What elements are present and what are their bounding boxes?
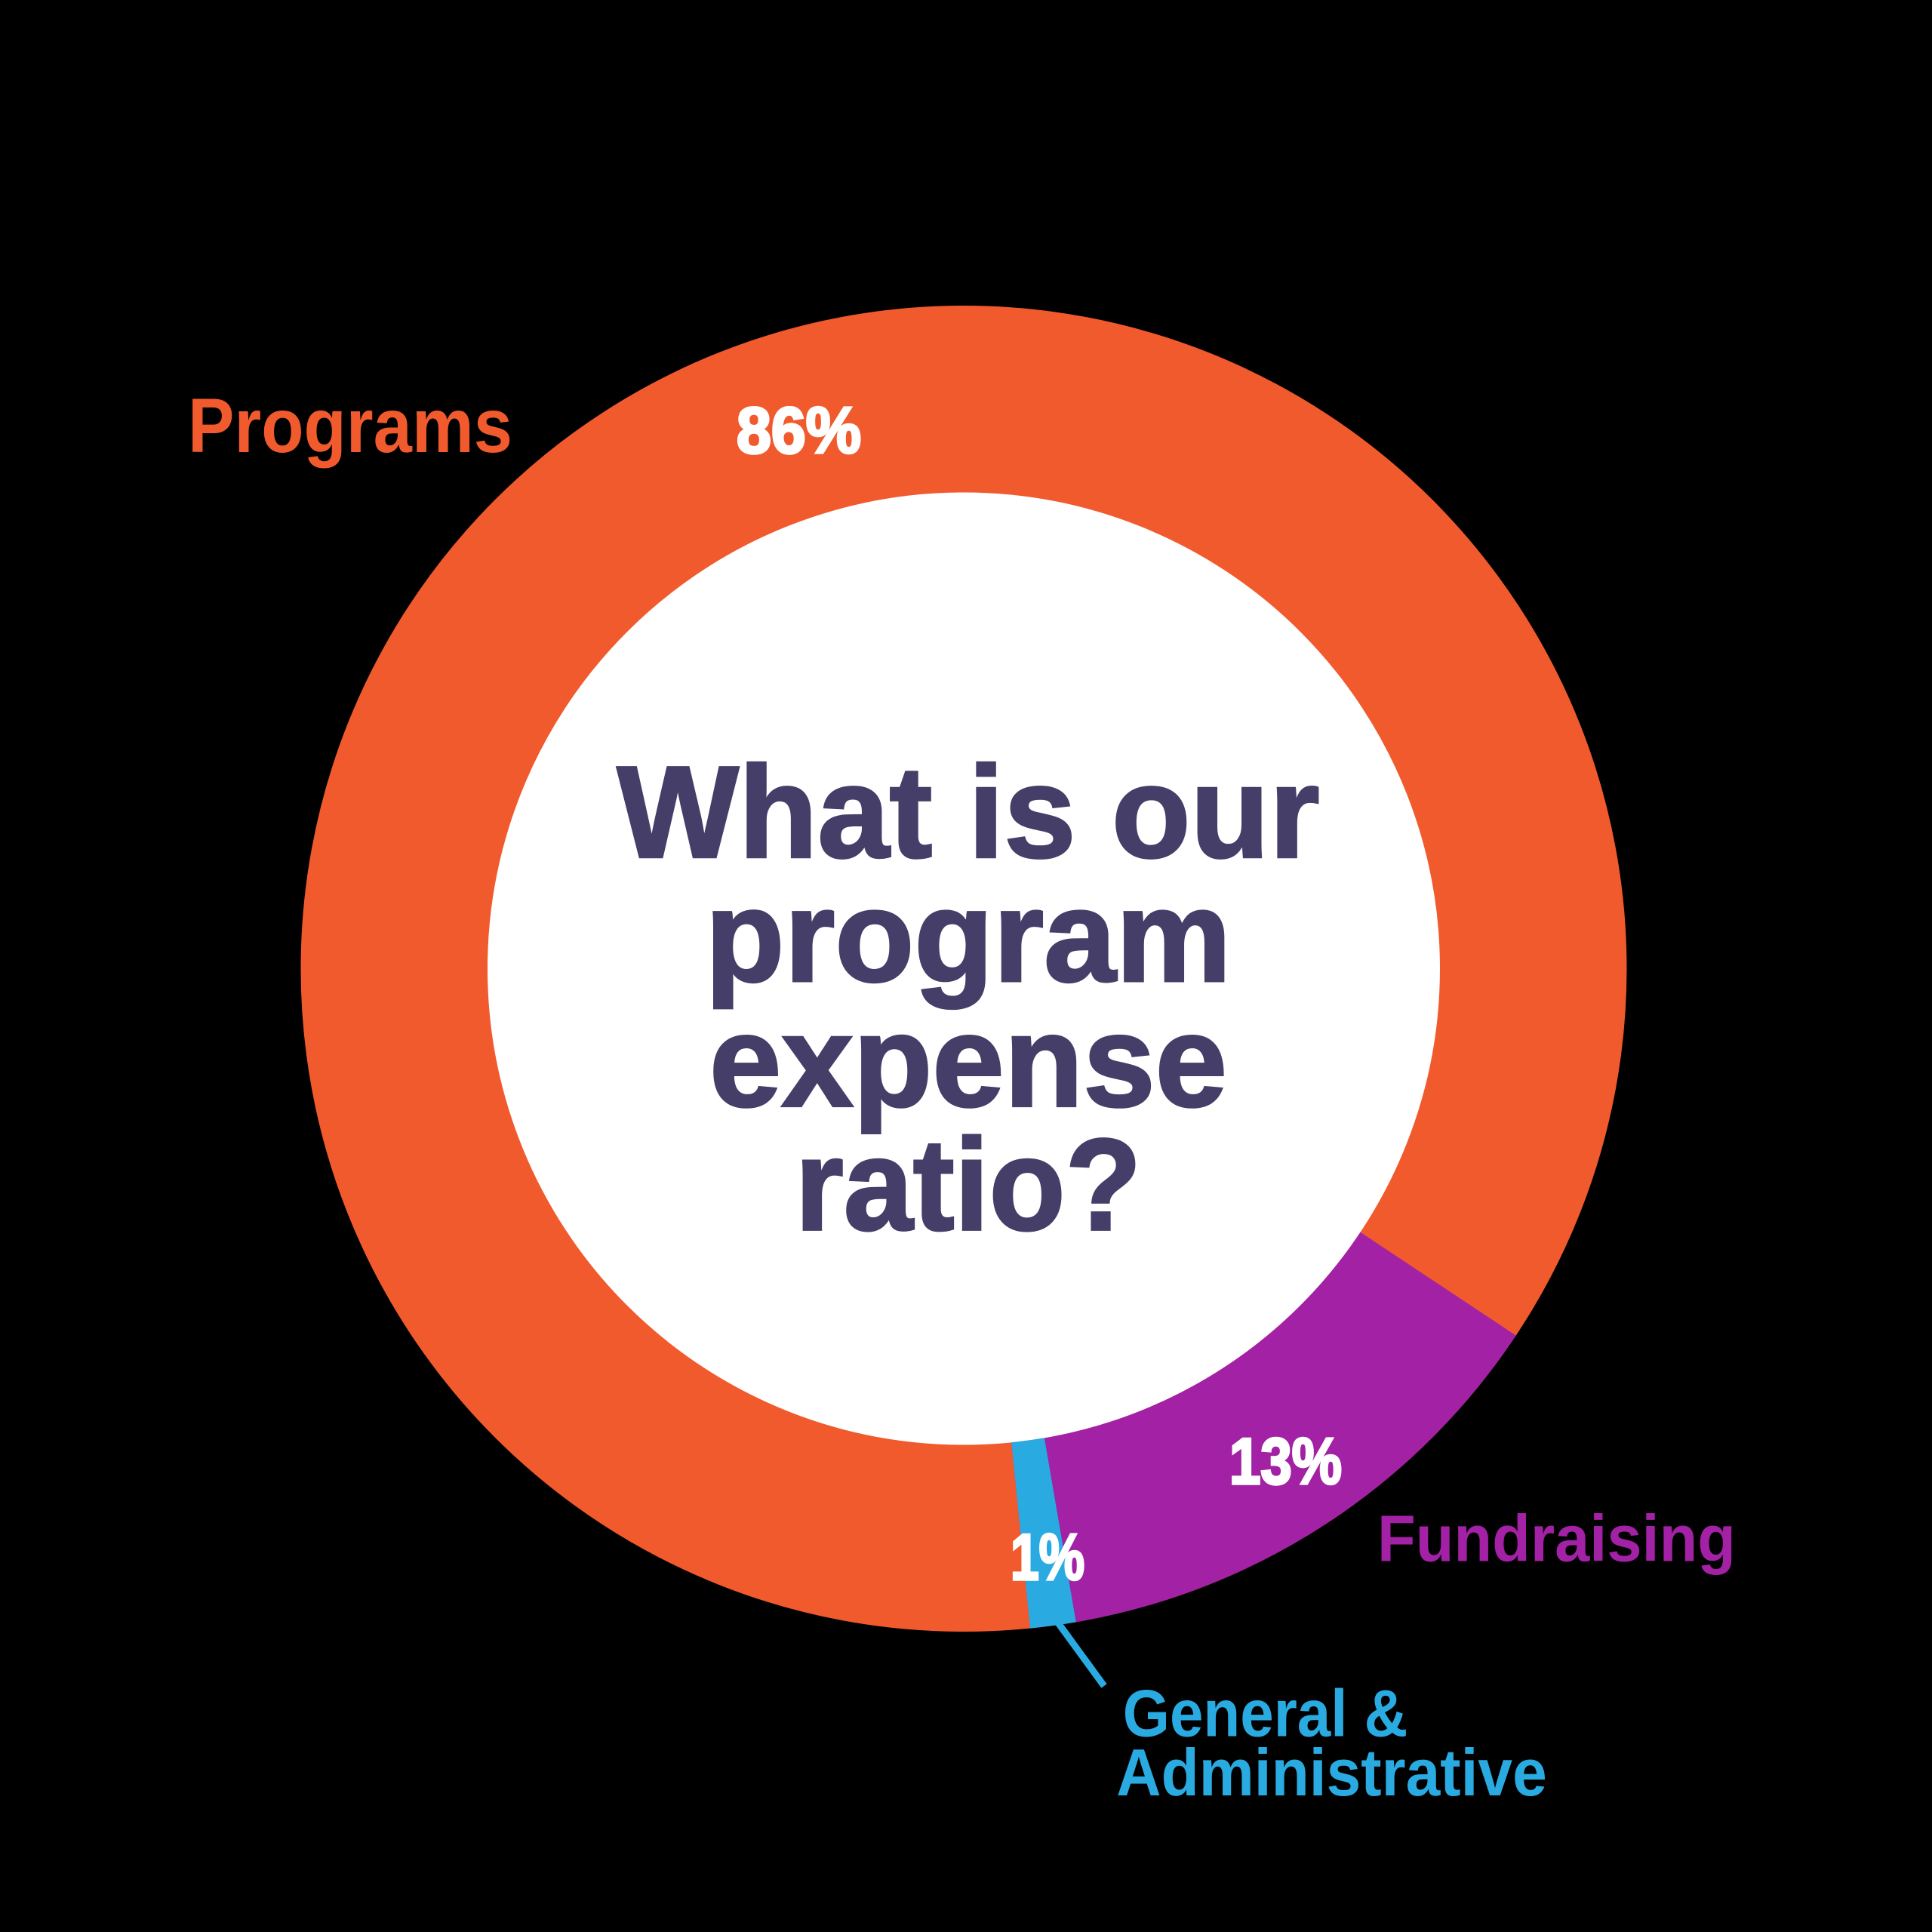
- svg-text:Fundraising: Fundraising: [1377, 1503, 1736, 1576]
- svg-text:Programs: Programs: [188, 383, 512, 469]
- svg-text:Administrative: Administrative: [1116, 1735, 1547, 1810]
- svg-text:General &: General &: [1123, 1675, 1408, 1750]
- svg-text:86%: 86%: [737, 395, 861, 467]
- svg-text:ratio?: ratio?: [795, 1111, 1142, 1257]
- svg-text:1%: 1%: [1011, 1521, 1084, 1594]
- svg-text:program: program: [706, 863, 1232, 1009]
- svg-text:expense: expense: [709, 988, 1227, 1134]
- svg-text:13%: 13%: [1229, 1426, 1342, 1498]
- svg-text:What is our: What is our: [617, 739, 1320, 885]
